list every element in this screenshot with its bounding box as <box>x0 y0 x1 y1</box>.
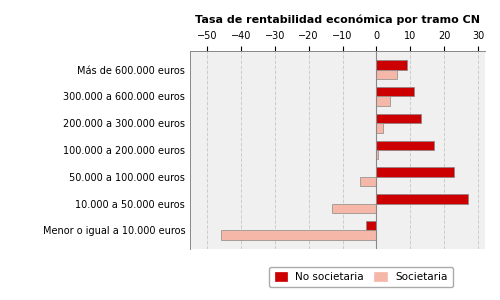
Bar <box>376 123 384 133</box>
Bar <box>376 60 407 70</box>
Bar <box>332 203 376 213</box>
Legend: No societaria, Societaria: No societaria, Societaria <box>270 267 453 287</box>
Bar <box>376 194 468 203</box>
Bar <box>376 167 454 177</box>
Bar <box>376 87 414 97</box>
Bar <box>360 177 376 186</box>
Bar <box>376 70 397 79</box>
Bar <box>376 141 434 150</box>
Bar <box>376 114 420 123</box>
Bar <box>366 221 376 230</box>
Bar <box>376 150 378 159</box>
Title: Tasa de rentabilidad económica por tramo CN: Tasa de rentabilidad económica por tramo… <box>195 14 480 25</box>
Bar <box>220 230 376 240</box>
Bar <box>376 97 390 106</box>
